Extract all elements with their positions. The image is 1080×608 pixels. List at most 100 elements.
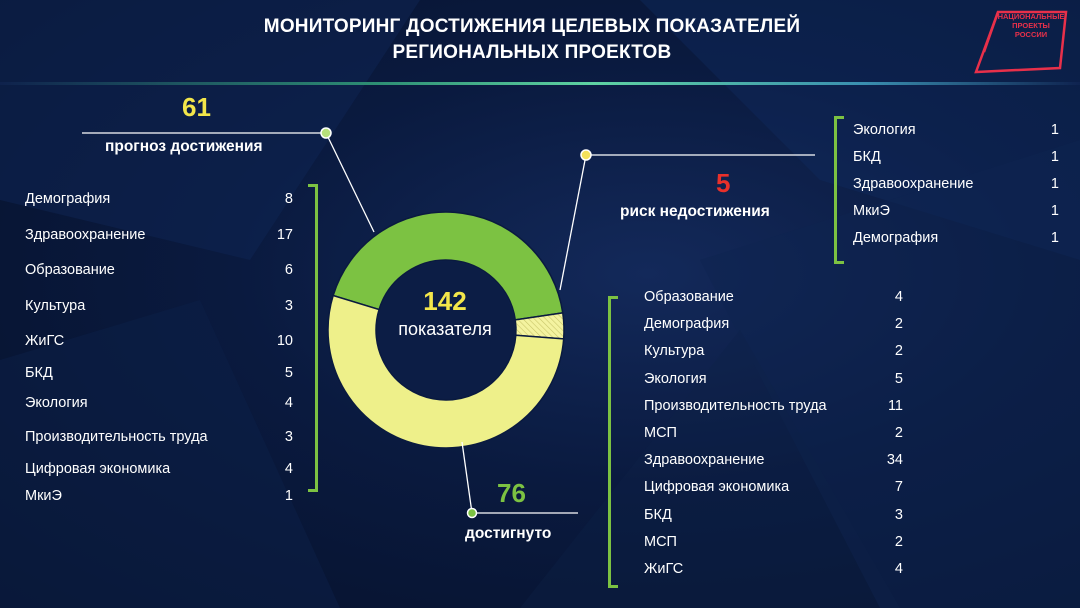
risk-item-name: Экология <box>853 122 916 138</box>
logo-line-2: ПРОЕКТЫ <box>1012 21 1050 30</box>
logo-text: НАЦИОНАЛЬНЫЕ ПРОЕКТЫ РОССИИ <box>996 12 1066 39</box>
title-line-1: МОНИТОРИНГ ДОСТИЖЕНИЯ ЦЕЛЕВЫХ ПОКАЗАТЕЛЕ… <box>263 16 801 37</box>
achieved-item-name: Здравоохранение <box>644 452 765 469</box>
forecast-item-value: 5 <box>284 365 293 381</box>
achieved-list-item: Экология 5 <box>644 370 903 387</box>
achieved-item-value: 34 <box>886 452 903 469</box>
achieved-item-name: Образование <box>644 289 734 305</box>
forecast-list-item: Культура 3 <box>25 298 293 314</box>
forecast-list-item: МкиЭ 1 <box>25 488 293 504</box>
achieved-label: достигнуто <box>465 525 552 542</box>
forecast-marker <box>320 127 332 139</box>
forecast-item-value: 17 <box>276 227 293 243</box>
achieved-item-value: 4 <box>894 289 903 305</box>
forecast-item-name: Демография <box>25 191 111 207</box>
achieved-item-name: БКД <box>644 506 672 523</box>
achieved-list-item: Образование 4 <box>644 289 903 305</box>
achieved-item-value: 2 <box>894 533 903 550</box>
risk-item-value: 1 <box>1050 122 1059 138</box>
risk-item-value: 1 <box>1050 149 1059 165</box>
forecast-list-item: Цифровая экономика 4 <box>25 461 293 477</box>
center-label: показателя <box>398 319 492 339</box>
donut-hole <box>377 261 515 399</box>
achieved-list-item: Здравоохранение 34 <box>644 452 903 469</box>
forecast-list-item: Экология 4 <box>25 395 293 411</box>
risk-item-value: 1 <box>1050 176 1059 192</box>
forecast-item-value: 1 <box>284 488 293 504</box>
forecast-item-name: Цифровая экономика <box>25 461 171 477</box>
risk-marker <box>580 149 592 161</box>
achieved-item-name: Экология <box>644 370 707 387</box>
achieved-item-name: ЖиГС <box>644 561 684 577</box>
forecast-item-value: 6 <box>284 262 293 278</box>
achieved-item-value: 11 <box>887 397 903 414</box>
achieved-item-name: МСП <box>644 425 677 441</box>
forecast-item-value: 4 <box>284 395 293 411</box>
forecast-item-name: ЖиГС <box>25 333 65 349</box>
forecast-label: прогноз достижения <box>105 138 263 155</box>
forecast-item-value: 8 <box>284 191 293 207</box>
forecast-item-name: Здравоохранение <box>25 227 146 243</box>
center-total: 142 <box>423 286 467 316</box>
risk-item-name: БКД <box>853 149 881 165</box>
forecast-bracket <box>308 184 318 492</box>
achieved-list-item: Культура 2 <box>644 343 903 360</box>
risk-item-name: Здравоохранение <box>853 176 974 192</box>
forecast-list-item: Образование 6 <box>25 262 293 278</box>
forecast-item-value: 3 <box>284 298 293 314</box>
donut-slices <box>327 211 565 449</box>
risk-list-item: Экология 1 <box>853 122 1059 138</box>
national-projects-logo <box>974 10 1068 74</box>
page-title: МОНИТОРИНГ ДОСТИЖЕНИЯ ЦЕЛЕВЫХ ПОКАЗАТЕЛЕ… <box>0 14 1064 66</box>
risk-item-value: 1 <box>1050 230 1059 246</box>
risk-item-name: МкиЭ <box>853 203 890 219</box>
risk-label: риск недостижения <box>620 203 770 220</box>
logo-line-3: РОССИИ <box>1014 30 1048 39</box>
risk-item-name: Демография <box>853 230 939 246</box>
forecast-list-item: ЖиГС 10 <box>25 333 293 349</box>
risk-bracket <box>834 116 844 264</box>
achieved-item-value: 3 <box>894 506 903 523</box>
forecast-item-value: 3 <box>284 429 293 445</box>
risk-item-value: 1 <box>1050 203 1059 219</box>
achieved-list-item: Цифровая экономика 7 <box>644 479 903 496</box>
forecast-connector <box>325 132 375 233</box>
achieved-item-value: 2 <box>894 425 903 441</box>
achieved-connector <box>461 441 473 514</box>
achieved-marker <box>466 507 478 519</box>
risk-list-item: МкиЭ 1 <box>853 203 1059 219</box>
forecast-list-item: Здравоохранение 17 <box>25 227 293 243</box>
forecast-item-value: 4 <box>284 461 293 477</box>
forecast-list-item: БКД 5 <box>25 365 293 381</box>
forecast-item-name: Производительность труда <box>25 429 208 445</box>
risk-list-item: Демография 1 <box>853 230 1059 246</box>
achieved-item-name: Демография <box>644 316 730 333</box>
achieved-count: 76 <box>497 478 526 508</box>
achieved-item-value: 7 <box>894 479 903 496</box>
donut-slice-forecast <box>332 211 564 321</box>
forecast-list-item: Производительность труда 3 <box>25 429 293 445</box>
achieved-list-item: Демография 2 <box>644 316 903 333</box>
logo-line-1: НАЦИОНАЛЬНЫЕ <box>997 12 1065 21</box>
achieved-bracket <box>608 296 618 588</box>
forecast-item-name: МкиЭ <box>25 488 62 504</box>
forecast-item-name: Культура <box>25 298 86 314</box>
achieved-list-item: МСП 2 <box>644 534 903 550</box>
forecast-count: 61 <box>182 92 211 122</box>
achieved-item-value: 4 <box>894 561 903 577</box>
forecast-item-name: Образование <box>25 262 115 278</box>
risk-count: 5 <box>716 168 731 198</box>
forecast-list-item: Демография 8 <box>25 191 293 207</box>
achieved-item-value: 2 <box>894 343 903 360</box>
achieved-item-name: Культура <box>644 343 705 360</box>
achieved-item-name: Цифровая экономика <box>644 479 790 496</box>
title-line-2: РЕГИОНАЛЬНЫХ ПРОЕКТОВ <box>392 42 672 63</box>
risk-list-item: Здравоохранение 1 <box>853 176 1059 192</box>
achieved-list-item: ЖиГС 4 <box>644 561 903 577</box>
forecast-item-name: БКД <box>25 365 53 381</box>
achieved-item-value: 2 <box>894 316 903 333</box>
risk-connector <box>559 154 587 291</box>
risk-list-item: БКД 1 <box>853 149 1059 165</box>
title-divider <box>0 82 1080 85</box>
